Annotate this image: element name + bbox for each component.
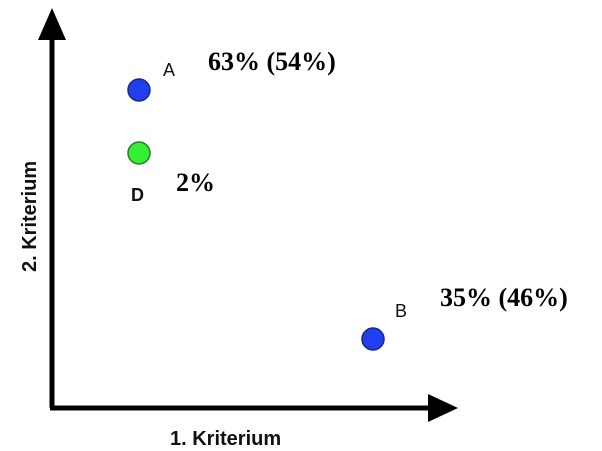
point-d-marker bbox=[127, 141, 151, 165]
x-axis-title: 1. Kriterium bbox=[170, 428, 281, 450]
point-b-marker bbox=[361, 327, 385, 351]
point-b-label: B bbox=[395, 301, 407, 321]
y-axis-title: 2. Kriterium bbox=[19, 161, 41, 272]
point-a-label: A bbox=[163, 60, 175, 80]
x-axis-arrowhead bbox=[428, 394, 458, 422]
point-d-percent: 2% bbox=[176, 168, 215, 197]
y-axis-arrowhead bbox=[38, 8, 66, 40]
point-b-percent: 35% (46%) bbox=[440, 283, 568, 312]
point-a-percent: 63% (54%) bbox=[208, 47, 336, 76]
point-a-marker bbox=[127, 78, 151, 102]
point-d-label: D bbox=[131, 185, 144, 205]
